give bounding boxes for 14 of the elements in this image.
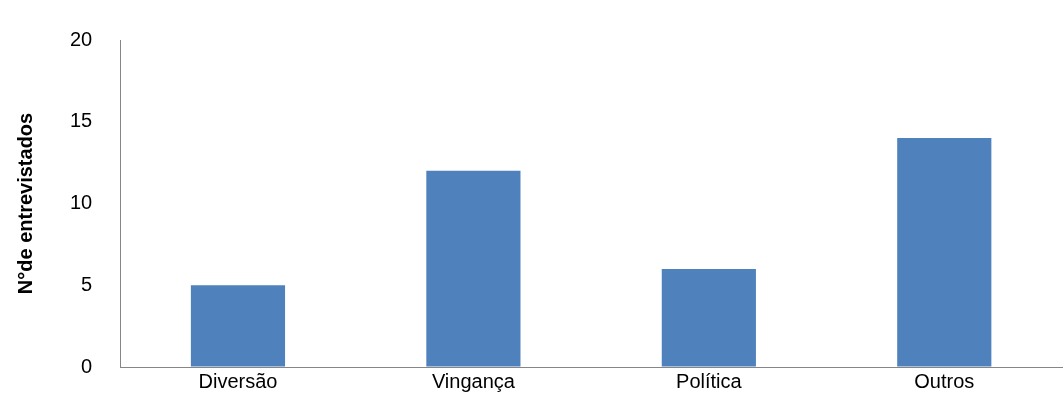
x-tick-label: Vingança <box>431 369 516 392</box>
y-axis-title: N°de entrevistados <box>13 112 36 295</box>
y-tick-label: 0 <box>81 354 93 377</box>
x-tick-label: Política <box>676 369 743 392</box>
bar <box>190 285 286 367</box>
x-tick-label: Outros <box>914 369 975 392</box>
bar <box>661 268 756 367</box>
y-tick-label: 15 <box>70 109 93 132</box>
bar <box>897 138 992 367</box>
y-tick-label: 20 <box>70 27 93 50</box>
bar <box>426 170 521 367</box>
y-tick-label: 5 <box>81 272 93 295</box>
x-tick-label: Diversão <box>198 369 278 392</box>
y-tick-label: 10 <box>70 191 93 214</box>
